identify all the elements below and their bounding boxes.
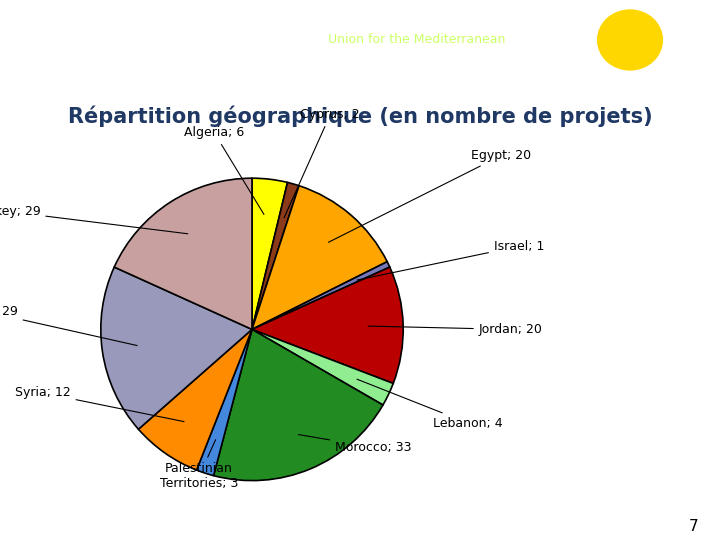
Text: Cyprus; 2: Cyprus; 2 — [284, 108, 360, 218]
Wedge shape — [252, 178, 287, 329]
Text: Union for the Mediterranean: Union for the Mediterranean — [328, 33, 505, 46]
Wedge shape — [252, 186, 387, 329]
Wedge shape — [252, 267, 403, 383]
Text: Lebanon; 4: Lebanon; 4 — [357, 379, 503, 430]
Text: Tunisia; 29: Tunisia; 29 — [0, 305, 137, 346]
Text: Israel; 1: Israel; 1 — [357, 240, 544, 280]
Wedge shape — [138, 329, 252, 470]
Wedge shape — [101, 267, 252, 429]
Text: Jordan; 20: Jordan; 20 — [368, 323, 543, 336]
Wedge shape — [197, 329, 252, 476]
Wedge shape — [214, 329, 383, 481]
Text: Répartition géographique (en nombre de projets): Répartition géographique (en nombre de p… — [68, 105, 652, 127]
Wedge shape — [252, 329, 393, 405]
Text: Algeria; 6: Algeria; 6 — [184, 126, 264, 214]
Text: Egypt; 20: Egypt; 20 — [328, 149, 531, 242]
Text: 7: 7 — [689, 518, 698, 534]
Text: Morocco; 33: Morocco; 33 — [298, 435, 412, 454]
Wedge shape — [252, 183, 299, 329]
Text: Turkey; 29: Turkey; 29 — [0, 205, 188, 234]
Text: Syria; 12: Syria; 12 — [15, 387, 184, 422]
Wedge shape — [114, 178, 252, 329]
Text: Palestinian
Territories; 3: Palestinian Territories; 3 — [160, 440, 238, 490]
Ellipse shape — [598, 10, 662, 70]
Wedge shape — [252, 262, 390, 329]
Text: The Mediterranean Solar Plan: The Mediterranean Solar Plan — [14, 30, 389, 50]
